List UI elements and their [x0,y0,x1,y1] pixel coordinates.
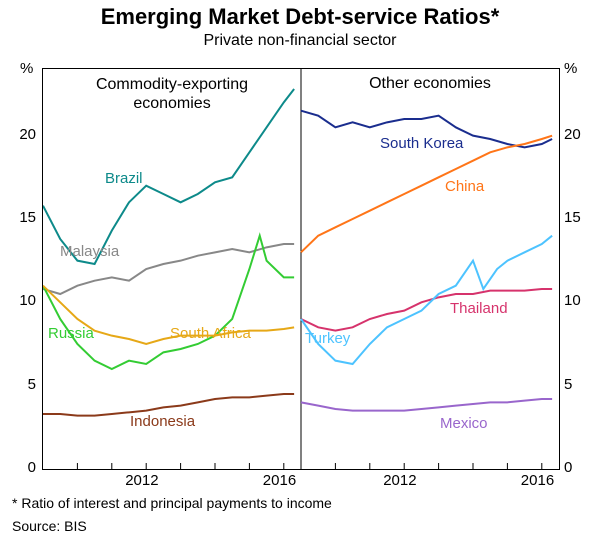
y-tick-label: 5 [28,376,36,393]
y-tick-label: 10 [564,292,581,309]
left-panel-title-text: Commodity-exportingeconomies [43,75,301,113]
china-label: China [445,178,484,195]
south_africa-label: South Africa [170,325,251,342]
y-tick-label: 0 [564,459,572,476]
y-tick-label: 15 [564,209,581,226]
footnote: * Ratio of interest and principal paymen… [12,495,332,511]
right-panel-title: Other economies [301,75,559,93]
y-tick-label: 0 [28,459,36,476]
y-tick-label: 15 [19,209,36,226]
y-tick-label: 20 [19,126,36,143]
left-panel-title: Commodity-exportingeconomies [43,75,301,113]
chart-title: Emerging Market Debt-service Ratios* [0,4,600,30]
plot-area: Commodity-exportingeconomies Other econo… [42,68,560,470]
indonesia-label: Indonesia [130,413,195,430]
thailand-label: Thailand [450,300,508,317]
chart-svg [43,69,559,469]
chart-subtitle: Private non-financial sector [0,32,600,50]
chart-container: Emerging Market Debt-service Ratios* Pri… [0,0,600,543]
y-unit-left: % [20,60,33,77]
russia-label: Russia [48,325,94,342]
y-tick-label: 10 [19,292,36,309]
y-unit-right: % [564,60,577,77]
y-tick-label: 5 [564,376,572,393]
y-tick-label: 20 [564,126,581,143]
south_korea-label: South Korea [380,135,463,152]
x-tick-label: 2016 [263,472,296,489]
x-tick-label: 2012 [125,472,158,489]
malaysia-label: Malaysia [60,243,119,260]
source: Source: BIS [12,518,87,534]
turkey-label: Turkey [305,330,350,347]
x-tick-label: 2016 [521,472,554,489]
mexico-label: Mexico [440,415,488,432]
x-tick-label: 2012 [383,472,416,489]
brazil-label: Brazil [105,170,143,187]
